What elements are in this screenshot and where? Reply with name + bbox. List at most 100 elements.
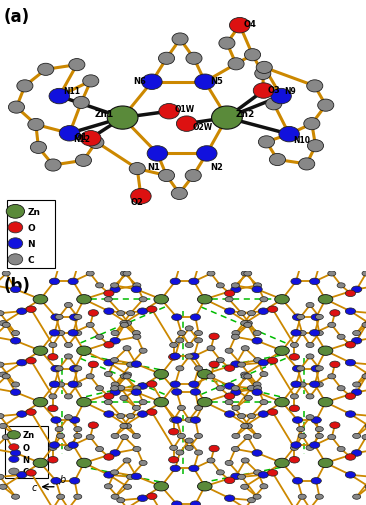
- Circle shape: [176, 264, 184, 269]
- Circle shape: [133, 283, 141, 288]
- Circle shape: [231, 286, 241, 293]
- Circle shape: [238, 311, 246, 316]
- Circle shape: [9, 468, 19, 475]
- Circle shape: [147, 381, 157, 387]
- Circle shape: [253, 84, 274, 99]
- Circle shape: [0, 362, 4, 368]
- Circle shape: [86, 435, 94, 440]
- Circle shape: [77, 397, 92, 407]
- Circle shape: [172, 501, 182, 505]
- Circle shape: [86, 271, 94, 276]
- Circle shape: [337, 386, 345, 391]
- Circle shape: [123, 346, 131, 351]
- Circle shape: [49, 330, 60, 336]
- Circle shape: [274, 346, 289, 356]
- Circle shape: [88, 422, 98, 429]
- Circle shape: [190, 389, 201, 395]
- Circle shape: [176, 366, 184, 371]
- Circle shape: [225, 309, 235, 315]
- Text: O2W: O2W: [192, 123, 212, 132]
- Circle shape: [55, 264, 63, 269]
- Circle shape: [296, 264, 305, 269]
- Circle shape: [88, 310, 98, 317]
- Circle shape: [9, 456, 19, 463]
- Circle shape: [11, 338, 21, 344]
- Text: Zn1: Zn1: [94, 110, 113, 119]
- Circle shape: [189, 381, 199, 388]
- Circle shape: [0, 311, 4, 316]
- Circle shape: [241, 271, 249, 276]
- Circle shape: [70, 366, 80, 372]
- Circle shape: [185, 326, 193, 331]
- Circle shape: [232, 406, 240, 411]
- Text: N9: N9: [285, 87, 296, 96]
- Circle shape: [345, 393, 356, 399]
- Circle shape: [68, 442, 78, 448]
- Circle shape: [117, 414, 125, 419]
- Circle shape: [307, 81, 323, 93]
- Circle shape: [64, 251, 72, 257]
- Circle shape: [6, 205, 25, 219]
- Circle shape: [38, 64, 54, 76]
- Circle shape: [33, 397, 48, 407]
- Circle shape: [127, 362, 135, 368]
- Circle shape: [185, 354, 193, 359]
- Circle shape: [253, 382, 261, 387]
- Circle shape: [111, 358, 119, 363]
- Circle shape: [0, 484, 7, 489]
- Circle shape: [12, 433, 20, 439]
- Circle shape: [154, 370, 168, 379]
- Text: Zn: Zn: [27, 208, 41, 217]
- Circle shape: [45, 160, 61, 172]
- Circle shape: [70, 417, 80, 424]
- Circle shape: [209, 259, 219, 265]
- Circle shape: [11, 389, 21, 396]
- Circle shape: [225, 393, 235, 399]
- Circle shape: [225, 477, 235, 484]
- Circle shape: [110, 338, 120, 344]
- Circle shape: [279, 127, 299, 142]
- Text: Zn2: Zn2: [236, 110, 255, 119]
- Circle shape: [170, 353, 180, 360]
- Circle shape: [291, 330, 301, 336]
- Circle shape: [212, 107, 242, 130]
- Circle shape: [244, 271, 252, 276]
- Circle shape: [247, 497, 255, 503]
- Circle shape: [107, 107, 138, 130]
- Circle shape: [256, 62, 272, 74]
- Circle shape: [241, 424, 249, 429]
- Circle shape: [232, 433, 240, 439]
- Circle shape: [216, 470, 224, 475]
- Circle shape: [123, 374, 131, 379]
- Circle shape: [178, 406, 186, 411]
- Circle shape: [33, 346, 48, 356]
- Circle shape: [362, 435, 366, 440]
- Circle shape: [147, 146, 168, 162]
- Circle shape: [189, 279, 199, 285]
- Circle shape: [330, 422, 340, 429]
- Circle shape: [0, 474, 4, 479]
- Circle shape: [123, 271, 131, 276]
- Circle shape: [70, 314, 80, 321]
- Circle shape: [307, 140, 324, 153]
- Circle shape: [30, 142, 46, 154]
- Circle shape: [0, 321, 7, 326]
- Circle shape: [33, 459, 48, 468]
- Circle shape: [269, 154, 285, 166]
- Circle shape: [365, 424, 366, 429]
- Circle shape: [138, 383, 147, 389]
- Circle shape: [69, 60, 85, 72]
- Circle shape: [17, 411, 27, 418]
- Circle shape: [49, 442, 60, 448]
- Circle shape: [289, 457, 300, 463]
- Circle shape: [255, 68, 271, 80]
- Circle shape: [11, 450, 21, 457]
- Circle shape: [365, 321, 366, 326]
- Circle shape: [225, 495, 235, 501]
- Text: O1W: O1W: [175, 105, 195, 114]
- Circle shape: [292, 366, 303, 372]
- Circle shape: [310, 381, 320, 388]
- Circle shape: [225, 290, 235, 297]
- Text: O3: O3: [267, 85, 280, 94]
- Circle shape: [26, 470, 36, 476]
